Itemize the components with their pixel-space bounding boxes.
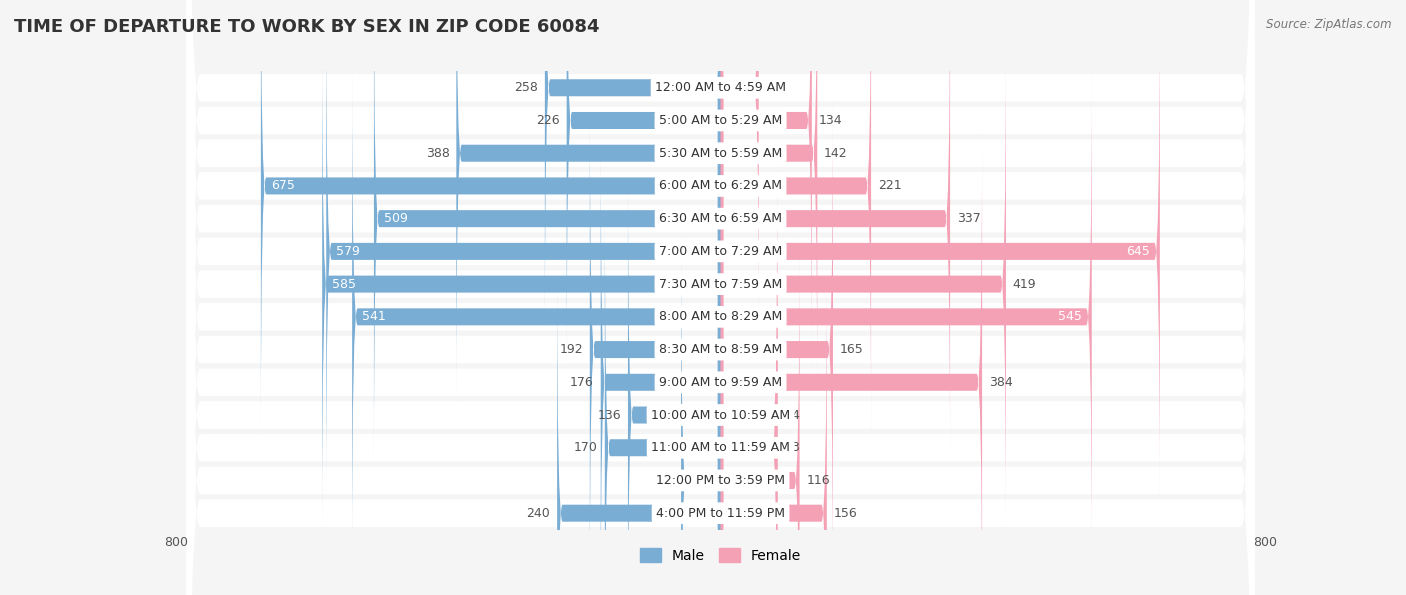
FancyBboxPatch shape <box>187 0 1254 595</box>
Text: 5:00 AM to 5:29 AM: 5:00 AM to 5:29 AM <box>659 114 782 127</box>
FancyBboxPatch shape <box>721 195 778 595</box>
FancyBboxPatch shape <box>605 195 721 595</box>
Text: 136: 136 <box>598 409 621 421</box>
Text: 12:00 AM to 4:59 AM: 12:00 AM to 4:59 AM <box>655 82 786 94</box>
FancyBboxPatch shape <box>187 0 1254 595</box>
FancyBboxPatch shape <box>721 129 983 595</box>
Text: 585: 585 <box>332 278 356 290</box>
FancyBboxPatch shape <box>600 129 721 595</box>
Text: 192: 192 <box>560 343 583 356</box>
Text: 156: 156 <box>834 507 858 519</box>
Text: 83: 83 <box>785 441 800 454</box>
FancyBboxPatch shape <box>721 31 1005 537</box>
FancyBboxPatch shape <box>187 0 1254 595</box>
Legend: Male, Female: Male, Female <box>634 543 807 568</box>
FancyBboxPatch shape <box>546 0 721 341</box>
Text: 240: 240 <box>527 507 550 519</box>
FancyBboxPatch shape <box>721 0 811 374</box>
Text: 176: 176 <box>571 376 593 389</box>
Text: 12:00 PM to 3:59 PM: 12:00 PM to 3:59 PM <box>657 474 785 487</box>
FancyBboxPatch shape <box>187 0 1254 595</box>
Text: 142: 142 <box>824 147 848 159</box>
Text: 6:30 AM to 6:59 AM: 6:30 AM to 6:59 AM <box>659 212 782 225</box>
FancyBboxPatch shape <box>262 0 721 439</box>
Text: 8:30 AM to 8:59 AM: 8:30 AM to 8:59 AM <box>659 343 782 356</box>
Text: 226: 226 <box>536 114 560 127</box>
Text: TIME OF DEPARTURE TO WORK BY SEX IN ZIP CODE 60084: TIME OF DEPARTURE TO WORK BY SEX IN ZIP … <box>14 18 599 36</box>
FancyBboxPatch shape <box>628 162 721 595</box>
FancyBboxPatch shape <box>187 0 1254 595</box>
FancyBboxPatch shape <box>721 0 872 439</box>
Text: 419: 419 <box>1012 278 1036 290</box>
Text: 645: 645 <box>1126 245 1150 258</box>
FancyBboxPatch shape <box>591 96 721 595</box>
Text: 258: 258 <box>515 82 538 94</box>
FancyBboxPatch shape <box>721 96 832 595</box>
Text: 541: 541 <box>363 311 387 323</box>
Text: 11:00 AM to 11:59 AM: 11:00 AM to 11:59 AM <box>651 441 790 454</box>
FancyBboxPatch shape <box>567 0 721 374</box>
FancyBboxPatch shape <box>721 0 759 341</box>
Text: 7:00 AM to 7:29 AM: 7:00 AM to 7:29 AM <box>659 245 782 258</box>
FancyBboxPatch shape <box>721 260 827 595</box>
FancyBboxPatch shape <box>457 0 721 406</box>
FancyBboxPatch shape <box>187 0 1254 595</box>
FancyBboxPatch shape <box>557 260 721 595</box>
Text: 116: 116 <box>807 474 830 487</box>
FancyBboxPatch shape <box>352 64 721 570</box>
FancyBboxPatch shape <box>322 31 721 537</box>
Text: 7:30 AM to 7:59 AM: 7:30 AM to 7:59 AM <box>659 278 782 290</box>
FancyBboxPatch shape <box>721 162 778 595</box>
Text: 221: 221 <box>877 180 901 192</box>
FancyBboxPatch shape <box>326 0 721 505</box>
Text: 134: 134 <box>818 114 842 127</box>
Text: 10:00 AM to 10:59 AM: 10:00 AM to 10:59 AM <box>651 409 790 421</box>
Text: 675: 675 <box>271 180 295 192</box>
Text: 337: 337 <box>957 212 980 225</box>
Text: 84: 84 <box>785 409 800 421</box>
FancyBboxPatch shape <box>721 0 817 406</box>
FancyBboxPatch shape <box>187 0 1254 595</box>
FancyBboxPatch shape <box>374 0 721 472</box>
Text: 4:00 PM to 11:59 PM: 4:00 PM to 11:59 PM <box>657 507 785 519</box>
Text: 509: 509 <box>384 212 408 225</box>
Text: 9:00 AM to 9:59 AM: 9:00 AM to 9:59 AM <box>659 376 782 389</box>
FancyBboxPatch shape <box>721 64 1091 570</box>
Text: 58: 58 <box>658 474 675 487</box>
Text: 6:00 AM to 6:29 AM: 6:00 AM to 6:29 AM <box>659 180 782 192</box>
FancyBboxPatch shape <box>187 0 1254 595</box>
FancyBboxPatch shape <box>187 0 1254 595</box>
FancyBboxPatch shape <box>187 0 1254 595</box>
Text: 8:00 AM to 8:29 AM: 8:00 AM to 8:29 AM <box>659 311 782 323</box>
FancyBboxPatch shape <box>681 227 721 595</box>
FancyBboxPatch shape <box>721 0 1160 505</box>
FancyBboxPatch shape <box>721 0 950 472</box>
Text: 545: 545 <box>1057 311 1081 323</box>
FancyBboxPatch shape <box>187 0 1254 595</box>
FancyBboxPatch shape <box>187 0 1254 595</box>
Text: Source: ZipAtlas.com: Source: ZipAtlas.com <box>1267 18 1392 31</box>
FancyBboxPatch shape <box>721 227 800 595</box>
Text: 388: 388 <box>426 147 450 159</box>
Text: 5:30 AM to 5:59 AM: 5:30 AM to 5:59 AM <box>659 147 782 159</box>
FancyBboxPatch shape <box>187 0 1254 595</box>
Text: 579: 579 <box>336 245 360 258</box>
Text: 384: 384 <box>988 376 1012 389</box>
Text: 165: 165 <box>839 343 863 356</box>
FancyBboxPatch shape <box>187 0 1254 595</box>
Text: 56: 56 <box>765 82 782 94</box>
Text: 170: 170 <box>574 441 598 454</box>
